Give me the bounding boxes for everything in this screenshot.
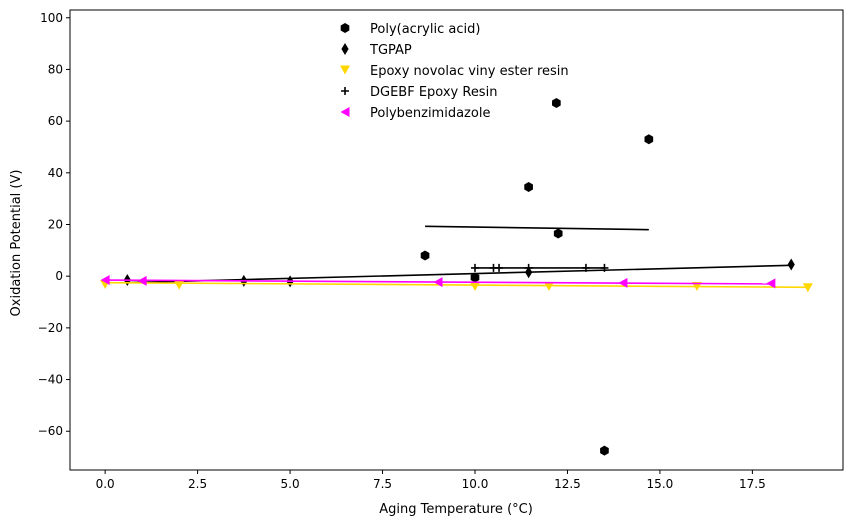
data-point	[420, 250, 430, 261]
legend-entry: Poly(acrylic acid)	[340, 22, 480, 37]
y-tick-label: 0	[55, 269, 63, 283]
legend-marker	[341, 43, 349, 55]
data-point	[766, 278, 776, 289]
data-point	[137, 275, 147, 286]
x-tick-label: 0.0	[96, 477, 115, 491]
legend-marker	[341, 87, 349, 95]
x-tick-label: 10.0	[462, 477, 489, 491]
legend-entry: DGEBF Epoxy Resin	[341, 85, 497, 100]
x-tick-label: 17.5	[739, 477, 766, 491]
data-point	[495, 263, 504, 272]
x-axis-title: Aging Temperature (°C)	[379, 502, 533, 517]
y-tick-label: −20	[38, 321, 63, 335]
y-axis-title: Oxidation Potential (V)	[9, 170, 24, 317]
x-tick-label: 15.0	[647, 477, 674, 491]
trend-line	[127, 264, 792, 284]
series-4	[100, 275, 776, 289]
data-point	[543, 282, 554, 292]
data-point	[618, 277, 628, 288]
legend-entry: Epoxy novolac viny ester resin	[340, 64, 569, 79]
x-tick-label: 5.0	[281, 477, 300, 491]
y-tick-label: 60	[48, 114, 63, 128]
data-point	[174, 280, 185, 290]
data-point	[524, 263, 533, 272]
data-point	[644, 134, 654, 145]
data-point	[433, 277, 443, 288]
data-point	[581, 263, 590, 272]
legend-marker	[340, 65, 350, 75]
data-point	[787, 258, 795, 271]
legend-label: Polybenzimidazole	[370, 106, 490, 121]
data-point	[525, 266, 533, 279]
data-point	[470, 272, 480, 283]
legend-label: Poly(acrylic acid)	[370, 22, 480, 37]
x-tick-label: 2.5	[188, 477, 207, 491]
series-3	[470, 263, 609, 272]
legend-marker	[340, 23, 350, 33]
data-point	[469, 282, 480, 292]
data-point	[552, 98, 561, 109]
plot-frame	[69, 9, 844, 471]
legend-label: TGPAP	[369, 43, 412, 58]
trend-line	[425, 225, 649, 231]
legend-entry: Polybenzimidazole	[340, 106, 490, 121]
legend-label: Epoxy novolac viny ester resin	[370, 64, 569, 79]
x-tick-label: 7.5	[373, 477, 392, 491]
data-point	[802, 283, 813, 293]
x-tick-label: 12.5	[554, 477, 581, 491]
data-point	[524, 182, 533, 193]
data-point	[553, 228, 563, 239]
y-tick-label: −40	[38, 373, 63, 387]
trend-line	[105, 281, 808, 289]
data-point	[470, 263, 479, 272]
legend-label: DGEBF Epoxy Resin	[370, 85, 497, 100]
y-tick-label: 40	[48, 166, 63, 180]
y-tick-label: 100	[40, 11, 63, 25]
legend-marker	[340, 107, 350, 117]
data-point	[600, 263, 609, 272]
series-0	[420, 98, 654, 456]
y-tick-label: 80	[48, 62, 63, 76]
data-point	[100, 275, 110, 286]
data-point	[600, 445, 609, 456]
legend-entry: TGPAP	[341, 43, 412, 58]
y-tick-label: −60	[38, 424, 63, 438]
y-tick-label: 20	[48, 217, 63, 231]
